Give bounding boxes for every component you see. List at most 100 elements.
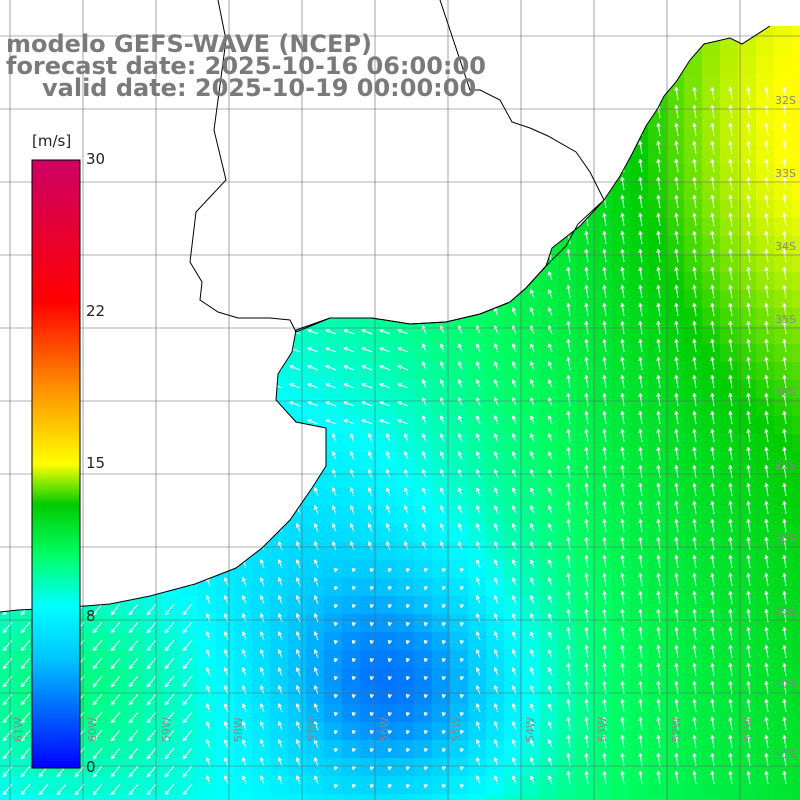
wind-arrow: [728, 500, 733, 515]
wind-arrow: [602, 482, 607, 497]
wind-arrow: [728, 176, 733, 191]
lon-label: 55W: [450, 717, 463, 742]
wind-arrow: [369, 765, 375, 771]
wind-arrow: [602, 230, 607, 245]
wind-arrow: [387, 765, 393, 771]
wind-arrow: [656, 392, 661, 407]
wind-arrow: [638, 212, 643, 227]
wind-arrow: [602, 698, 607, 713]
lat-label: 38S: [775, 532, 796, 545]
wind-arrow: [764, 662, 769, 677]
wind-arrow: [457, 379, 463, 389]
wind-arrow: [602, 662, 607, 677]
wind-arrow: [728, 644, 733, 659]
wind-arrow: [92, 711, 103, 724]
wind-arrow: [205, 613, 211, 623]
wind-arrow: [441, 711, 447, 717]
wind-arrow: [547, 721, 553, 731]
wind-arrow: [529, 415, 535, 425]
wind-arrow: [367, 451, 373, 461]
wind-arrow: [511, 559, 517, 569]
wind-arrow: [475, 577, 481, 587]
wind-arrow: [710, 410, 715, 425]
wind-arrow: [313, 703, 319, 713]
wind-arrow: [584, 734, 589, 749]
wind-arrow: [529, 649, 535, 659]
wind-arrow: [397, 383, 409, 389]
wind-arrow: [638, 320, 643, 335]
wind-arrow: [782, 536, 787, 551]
wind-arrow: [638, 536, 643, 551]
wind-arrow: [457, 415, 463, 425]
wind-arrow: [403, 505, 409, 515]
wind-arrow: [421, 343, 427, 353]
wind-arrow: [387, 603, 393, 609]
wind-arrow: [439, 505, 445, 515]
wind-arrow: [92, 747, 103, 760]
wind-arrow: [205, 595, 211, 605]
wind-arrow: [277, 757, 283, 767]
wind-arrow: [349, 523, 355, 533]
wind-arrow: [584, 392, 589, 407]
wind-arrow: [333, 585, 339, 591]
wind-arrow: [728, 590, 733, 605]
wind-arrow: [333, 783, 339, 789]
wind-arrow: [746, 752, 751, 767]
wind-arrow: [728, 104, 733, 119]
wind-arrow: [475, 739, 481, 749]
wind-arrow: [674, 248, 679, 263]
wind-arrow: [182, 765, 193, 778]
wind-arrow: [423, 621, 429, 627]
wind-arrow: [692, 644, 697, 659]
wind-arrow: [764, 644, 769, 659]
wind-arrow: [333, 603, 339, 609]
wind-arrow: [405, 729, 411, 735]
wind-arrow: [529, 577, 535, 587]
wind-arrow: [511, 577, 517, 587]
wind-arrow: [674, 590, 679, 605]
wind-arrow: [692, 662, 697, 677]
wind-arrow: [620, 500, 625, 515]
wind-arrow: [92, 693, 103, 706]
wind-arrow: [746, 320, 751, 335]
wind-arrow: [566, 410, 571, 425]
wind-arrow: [351, 567, 357, 573]
wind-arrow: [692, 392, 697, 407]
wind-arrow: [710, 464, 715, 479]
wind-arrow: [511, 721, 517, 731]
wind-arrow: [441, 567, 447, 573]
wind-arrow: [710, 230, 715, 245]
wind-arrow: [710, 518, 715, 533]
wind-arrow: [2, 657, 13, 670]
wind-arrow: [674, 158, 679, 173]
wind-arrow: [710, 662, 715, 677]
wind-arrow: [746, 302, 751, 317]
wind-arrow: [638, 392, 643, 407]
wind-arrow: [313, 757, 319, 767]
wind-arrow: [566, 446, 571, 461]
wind-arrow: [259, 757, 265, 767]
wind-arrow: [764, 536, 769, 551]
wind-arrow: [56, 783, 67, 796]
wind-arrow: [529, 523, 535, 533]
wind-arrow: [764, 572, 769, 587]
wind-arrow: [331, 433, 337, 443]
wind-arrow: [602, 626, 607, 641]
wind-arrow: [584, 644, 589, 659]
wind-arrow: [459, 693, 465, 699]
wind-arrow: [529, 541, 535, 551]
wind-arrow: [493, 775, 499, 785]
wind-arrow: [146, 783, 157, 796]
wind-arrow: [566, 626, 571, 641]
wind-arrow: [459, 783, 465, 789]
wind-arrow: [584, 230, 589, 245]
wind-arrow: [511, 451, 517, 461]
wind-arrow: [441, 603, 447, 609]
wind-arrow: [692, 212, 697, 227]
wind-arrow: [403, 541, 409, 551]
wind-arrow: [746, 716, 751, 731]
wind-arrow: [333, 693, 339, 699]
wind-arrow: [692, 86, 697, 101]
wind-arrow: [566, 482, 571, 497]
wind-arrow: [674, 482, 679, 497]
